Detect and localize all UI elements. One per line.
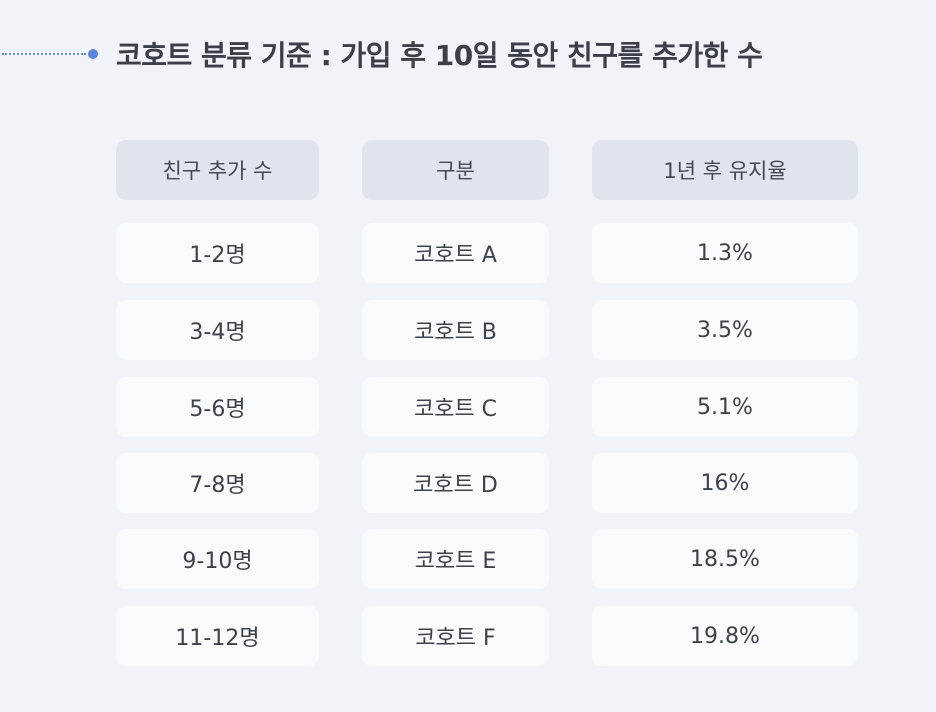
title-row: 코호트 분류 기준 : 가입 후 10일 동안 친구를 추가한 수 [0,30,763,78]
cell-friend-count: 7-8명 [116,453,319,513]
cell-friend-count: 1-2명 [116,223,319,283]
header-cell-category: 구분 [362,140,549,200]
cell-retention: 16% [592,453,858,513]
page-title: 코호트 분류 기준 : 가입 후 10일 동안 친구를 추가한 수 [116,39,763,72]
bullet-dot-icon [88,49,98,59]
cell-retention: 18.5% [592,529,858,589]
cell-friend-count: 11-12명 [116,606,319,666]
cell-cohort: 코호트 E [362,529,549,589]
header-cell-friend-count: 친구 추가 수 [116,140,319,200]
cell-retention: 5.1% [592,377,858,437]
header-cell-retention: 1년 후 유지율 [592,140,858,200]
cell-retention: 3.5% [592,300,858,360]
cell-cohort: 코호트 D [362,453,549,513]
dotted-line-decoration [2,53,86,55]
cell-retention: 1.3% [592,223,858,283]
cell-friend-count: 9-10명 [116,529,319,589]
cell-cohort: 코호트 A [362,223,549,283]
cell-retention: 19.8% [592,606,858,666]
cell-cohort: 코호트 F [362,606,549,666]
cell-friend-count: 5-6명 [116,377,319,437]
cell-cohort: 코호트 B [362,300,549,360]
cell-cohort: 코호트 C [362,377,549,437]
cell-friend-count: 3-4명 [116,300,319,360]
